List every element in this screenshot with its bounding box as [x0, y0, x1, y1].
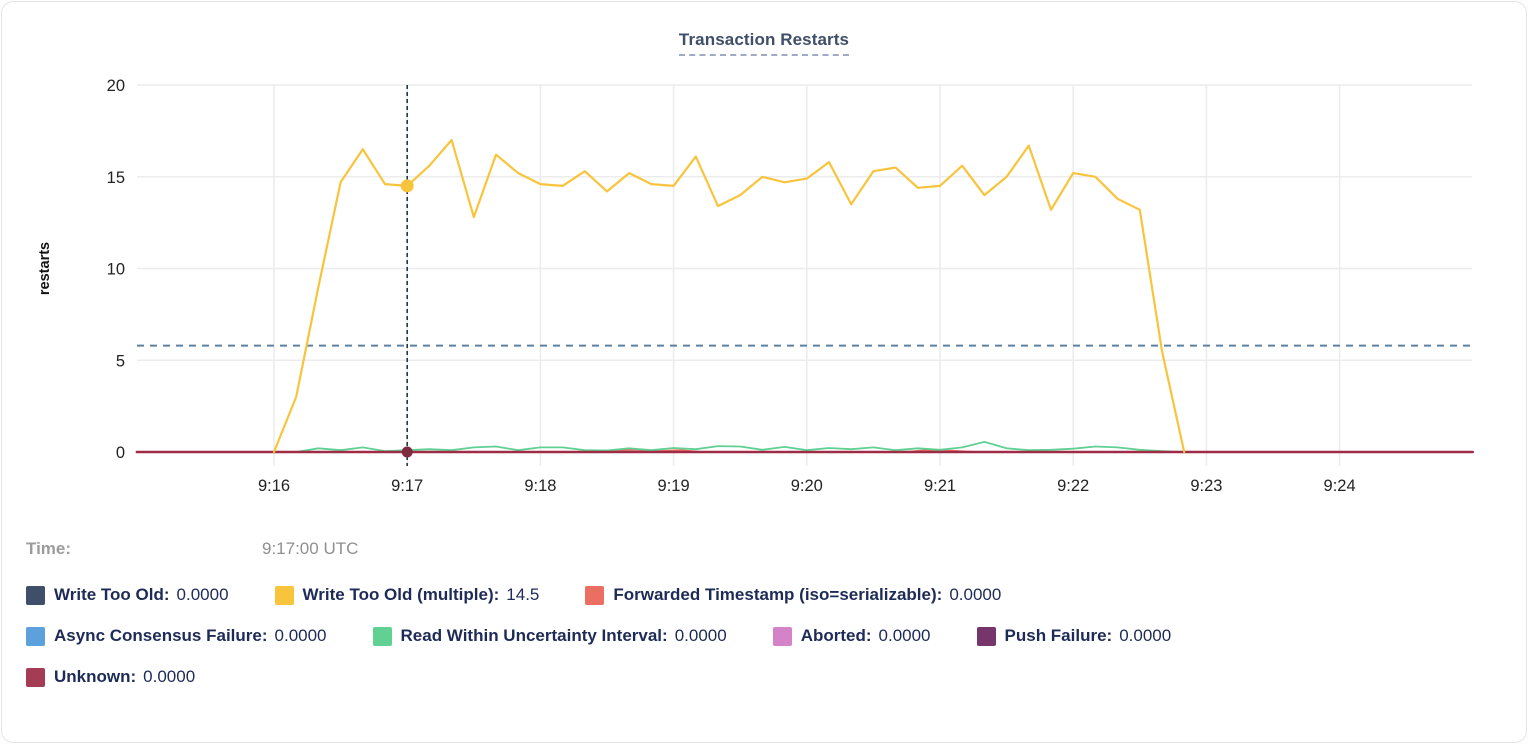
legend-item: Forwarded Timestamp (iso=serializable): 0…	[585, 585, 1001, 605]
legend-item-label: Write Too Old:	[54, 585, 170, 604]
x-tick-label: 9:22	[1057, 477, 1089, 495]
y-tick-label: 5	[116, 352, 125, 370]
x-tick-label: 9:17	[391, 477, 423, 495]
transaction-restarts-chart[interactable]: 0 5 10 15 20 9:16 9:17 9:18 9:19 9:20 9:21 9:22 9:23…	[2, 2, 1527, 514]
legend-item: Write Too Old (multiple): 14.5	[274, 585, 540, 605]
y-tick-label: 15	[107, 169, 125, 187]
y-tick-label: 20	[107, 77, 125, 95]
legend-swatch-icon	[772, 626, 792, 646]
legend-item: Unknown: 0.0000	[26, 667, 195, 687]
legend-swatch-icon	[26, 667, 45, 687]
legend-swatch-icon	[26, 585, 45, 605]
chart-legend: Time: 9:17:00 UTC Write Too Old: 0.0000 Wr…	[26, 539, 1506, 708]
series-line-read-within-uncertainty-interval	[273, 440, 1186, 453]
legend-item-value: 0.0000	[949, 585, 1002, 604]
legend-item-label: Forwarded Timestamp (iso=serializable):	[613, 585, 943, 604]
x-tick-label: 9:20	[791, 477, 823, 495]
time-label: Time:	[26, 539, 72, 558]
legend-item-label: Unknown:	[54, 667, 137, 686]
x-tick-label: 9:18	[524, 477, 556, 495]
y-tick-label: 0	[116, 444, 125, 462]
legend-item-label: Aborted:	[800, 626, 872, 645]
legend-item: Write Too Old: 0.0000	[26, 585, 229, 605]
legend-item-value: 0.0000	[1119, 626, 1172, 645]
legend-item: Aborted: 0.0000	[772, 626, 931, 646]
legend-item-value: 0.0000	[674, 626, 727, 645]
legend-swatch-icon	[26, 626, 45, 646]
legend-swatch-icon	[976, 626, 996, 646]
legend-item-value: 0.0000	[176, 585, 229, 604]
legend-item-label: Async Consensus Failure:	[54, 626, 268, 645]
x-tick-label: 9:24	[1324, 477, 1356, 495]
chart-title[interactable]: Transaction Restarts	[678, 30, 850, 56]
legend-item: Async Consensus Failure: 0.0000	[26, 626, 327, 646]
legend-item-label: Read Within Uncertainty Interval:	[400, 626, 668, 645]
time-value: 9:17:00 UTC	[262, 539, 359, 558]
legend-item-value: 0.0000	[143, 667, 196, 686]
y-tick-label: 10	[107, 261, 125, 279]
series-line-write-too-old-multiple	[272, 138, 1186, 454]
chart-header: Transaction Restarts	[2, 30, 1526, 56]
legend-item: Read Within Uncertainty Interval: 0.0000	[372, 626, 727, 646]
hover-dot	[400, 179, 414, 193]
x-tick-label: 9:16	[258, 477, 290, 495]
legend-row: Unknown: 0.0000	[26, 667, 1506, 687]
legend-rows: Write Too Old: 0.0000 Write Too Old (multi…	[26, 585, 1506, 687]
legend-item-value: 14.5	[506, 585, 540, 604]
y-axis-label: restarts	[37, 242, 53, 295]
legend-swatch-icon	[372, 626, 392, 646]
legend-swatch-icon	[274, 585, 294, 605]
x-tick-label: 9:19	[658, 477, 690, 495]
legend-item-label: Write Too Old (multiple):	[302, 585, 500, 604]
hover-dot	[401, 446, 413, 458]
legend-item: Push Failure: 0.0000	[976, 626, 1172, 646]
legend-row: Async Consensus Failure: 0.0000 Read Withi…	[26, 626, 1506, 646]
legend-row: Write Too Old: 0.0000 Write Too Old (multi…	[26, 585, 1506, 605]
legend-swatch-icon	[585, 585, 605, 605]
tooltip-time-row: Time: 9:17:00 UTC	[26, 539, 1506, 559]
x-tick-label: 9:21	[924, 477, 956, 495]
legend-item-value: 0.0000	[274, 626, 327, 645]
x-tick-label: 9:23	[1190, 477, 1222, 495]
legend-item-value: 0.0000	[878, 626, 931, 645]
legend-item-label: Push Failure:	[1004, 626, 1113, 645]
